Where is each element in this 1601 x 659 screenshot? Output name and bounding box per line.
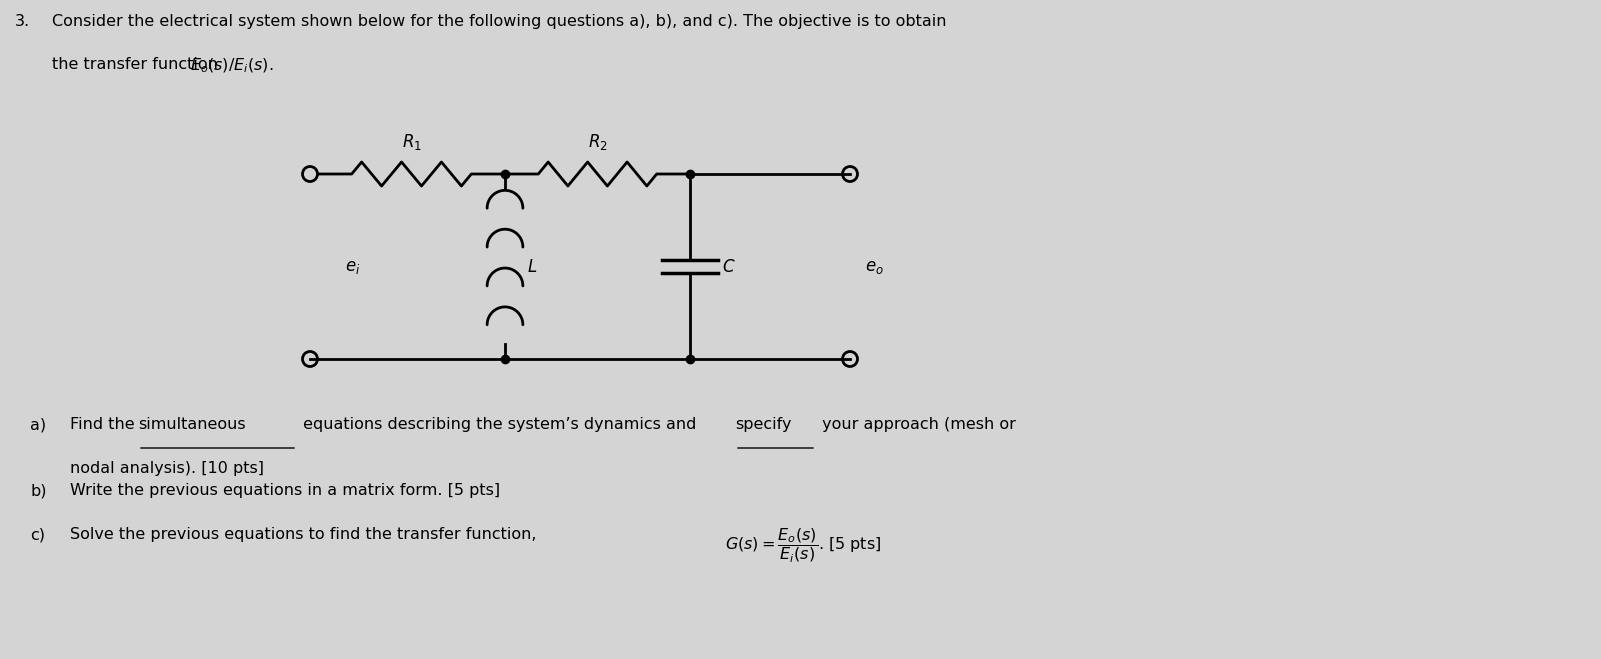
Text: $G(s) = \dfrac{E_o(s)}{E_i(s)}$. [5 pts]: $G(s) = \dfrac{E_o(s)}{E_i(s)}$. [5 pts] [725,527,882,565]
Text: b): b) [30,483,46,498]
Text: Find the: Find the [70,417,139,432]
Text: $L$: $L$ [527,258,538,275]
Text: c): c) [30,527,45,542]
Text: a): a) [30,417,46,432]
Text: $C$: $C$ [722,258,735,275]
Text: $R_1$: $R_1$ [402,132,421,152]
Text: 3.: 3. [14,14,30,29]
Text: nodal analysis). [10 pts]: nodal analysis). [10 pts] [70,461,264,476]
Text: $e_i$: $e_i$ [344,258,360,275]
Text: your approach (mesh or: your approach (mesh or [817,417,1017,432]
Text: $E_o(s)/E_i(s)$.: $E_o(s)/E_i(s)$. [191,57,274,75]
Text: Consider the electrical system shown below for the following questions a), b), a: Consider the electrical system shown bel… [51,14,946,29]
Text: simultaneous: simultaneous [138,417,245,432]
Text: specify: specify [735,417,791,432]
Text: equations describing the system’s dynamics and: equations describing the system’s dynami… [298,417,701,432]
Text: Write the previous equations in a matrix form. [5 pts]: Write the previous equations in a matrix… [70,483,500,498]
Text: the transfer function: the transfer function [51,57,223,72]
Text: $e_o$: $e_o$ [865,258,884,275]
Text: $R_2$: $R_2$ [588,132,607,152]
Text: Solve the previous equations to find the transfer function,: Solve the previous equations to find the… [70,527,541,542]
